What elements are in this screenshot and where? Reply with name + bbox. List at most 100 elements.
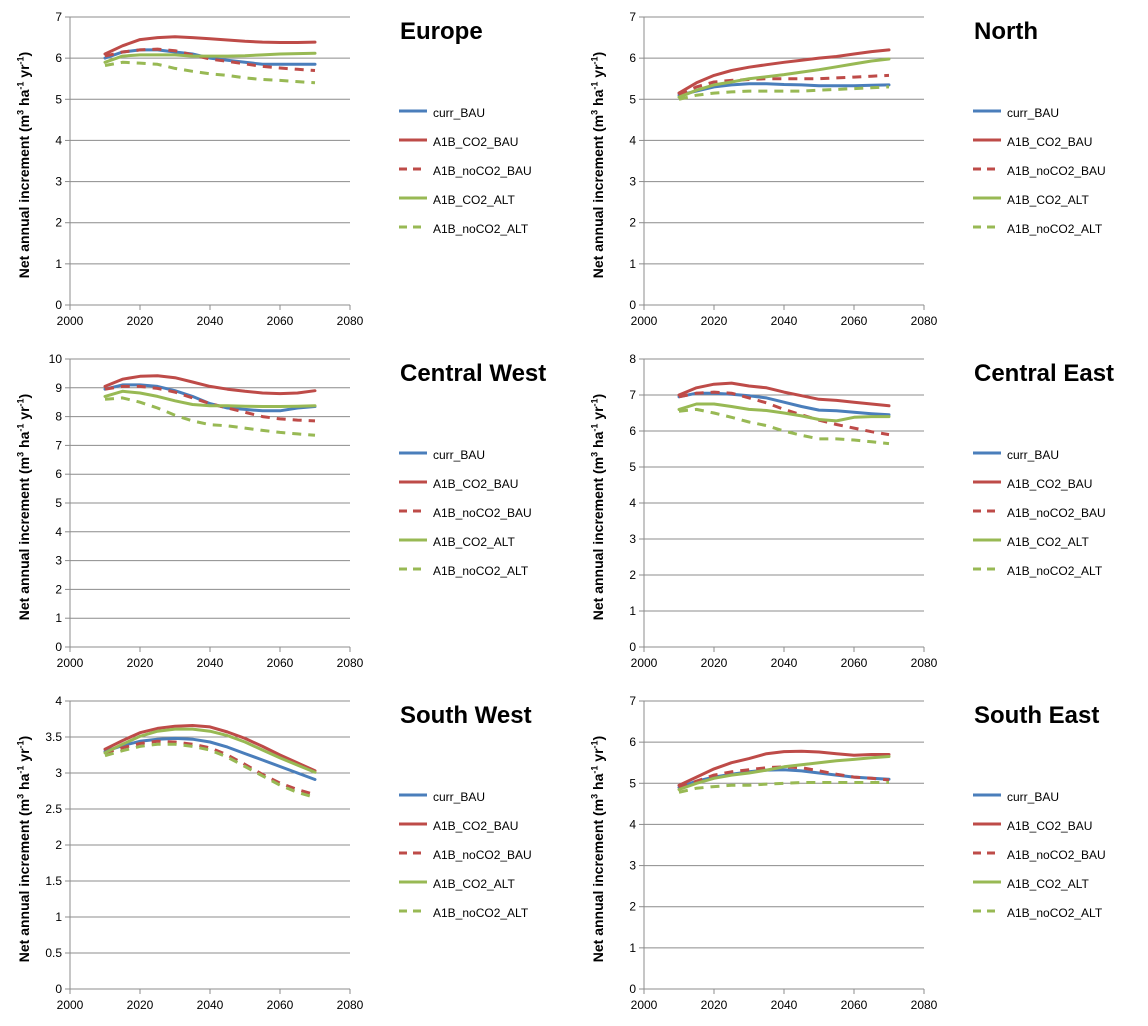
- y-tick-label: 1: [55, 257, 62, 271]
- legend-swatch: [973, 480, 1001, 484]
- y-tick-label: 5: [629, 776, 636, 790]
- legend-swatch: [973, 538, 1001, 542]
- series-line-A1B_noCO2_BAU: [104, 739, 316, 797]
- y-tick-label: 6: [629, 735, 636, 749]
- y-tick-label: 2: [55, 838, 62, 852]
- y-tick-label: 0: [55, 298, 62, 312]
- series-line-curr_BAU: [103, 736, 317, 781]
- legend-swatch: [973, 822, 1001, 826]
- chart-title: Central West: [400, 360, 547, 387]
- x-tick-label: 2080: [911, 314, 938, 328]
- legend-label: A1B_CO2_ALT: [1007, 535, 1089, 549]
- y-tick-label: 0: [629, 982, 636, 996]
- y-tick-label: 0: [55, 640, 62, 654]
- chart-title: South West: [400, 702, 532, 729]
- y-axis-label: Net annual increment (m3 ha-1 yr-1): [589, 51, 606, 279]
- chart-title: North: [974, 18, 1038, 45]
- legend-swatch: [973, 109, 1001, 113]
- legend-label: A1B_noCO2_ALT: [1007, 222, 1103, 236]
- series-line-curr_BAU: [677, 82, 891, 97]
- y-tick-label: 3: [55, 554, 62, 568]
- y-tick-label: 5: [629, 92, 636, 106]
- y-tick-label: 3: [629, 532, 636, 546]
- y-tick-label: 4: [55, 525, 62, 539]
- y-tick-label: 3: [55, 766, 62, 780]
- y-tick-label: 7: [629, 10, 636, 24]
- series-line-A1B_noCO2_ALT: [678, 407, 890, 446]
- series-line-A1B_CO2_BAU: [103, 374, 317, 396]
- legend-swatch: [399, 480, 427, 484]
- x-tick-label: 2000: [57, 656, 84, 670]
- legend-label: A1B_CO2_ALT: [1007, 193, 1089, 207]
- x-tick-label: 2020: [127, 998, 154, 1012]
- legend-swatch: [399, 167, 427, 171]
- y-axis-label: Net annual increment (m3 ha-1 yr-1): [589, 393, 606, 621]
- x-tick-label: 2020: [127, 314, 154, 328]
- legend-swatch: [973, 225, 1001, 229]
- x-tick-label: 2060: [841, 314, 868, 328]
- y-tick-label: 0: [629, 298, 636, 312]
- legend-swatch: [399, 196, 427, 200]
- legend-swatch: [973, 167, 1001, 171]
- series-line-A1B_noCO2_ALT: [678, 85, 890, 101]
- legend-label: A1B_CO2_ALT: [433, 193, 515, 207]
- legend-label: A1B_noCO2_ALT: [1007, 564, 1103, 578]
- legend-swatch: [399, 909, 427, 913]
- x-tick-label: 2000: [57, 998, 84, 1012]
- y-tick-label: 4: [55, 133, 62, 147]
- y-tick-label: 1: [55, 611, 62, 625]
- y-tick-label: 4: [629, 496, 636, 510]
- y-tick-label: 4: [55, 694, 62, 708]
- legend-swatch: [399, 451, 427, 455]
- chart-title: South East: [974, 702, 1100, 729]
- series-line-A1B_noCO2_BAU: [678, 390, 890, 437]
- legend-label: A1B_noCO2_ALT: [433, 222, 529, 236]
- legend-swatch: [399, 538, 427, 542]
- x-tick-label: 2060: [267, 314, 294, 328]
- y-tick-label: 3.5: [45, 730, 62, 744]
- legend-swatch: [973, 880, 1001, 884]
- legend-swatch: [399, 509, 427, 513]
- legend-label: A1B_CO2_BAU: [433, 135, 519, 149]
- y-tick-label: 7: [55, 438, 62, 452]
- legend-label: A1B_CO2_BAU: [433, 477, 519, 491]
- legend-swatch: [399, 880, 427, 884]
- y-axis-label: Net annual increment (m3 ha-1 yr-1): [15, 393, 32, 621]
- series-line-A1B_noCO2_BAU: [104, 384, 316, 423]
- series-line-A1B_CO2_ALT: [103, 727, 317, 774]
- legend-label: A1B_CO2_BAU: [433, 819, 519, 833]
- x-tick-label: 2040: [771, 656, 798, 670]
- legend-label: A1B_noCO2_BAU: [1007, 506, 1106, 520]
- chart-title: Central East: [974, 360, 1115, 387]
- chart-plot-central-east: 0 1 2 3 4 5 6 7 8 2000 2020 2040 2060 2080: [629, 352, 937, 670]
- series-line-A1B_CO2_BAU: [677, 381, 891, 408]
- legend-label: A1B_noCO2_BAU: [433, 506, 532, 520]
- x-tick-label: 2040: [771, 998, 798, 1012]
- y-tick-label: 9: [55, 381, 62, 395]
- x-tick-label: 2020: [701, 314, 728, 328]
- y-tick-label: 7: [55, 10, 62, 24]
- chart-plot-central-west: 0 1 2 3 4 5 6 7 8 9 10 2000 2020 2040 2060 2080: [49, 352, 364, 670]
- legend-label: A1B_noCO2_BAU: [433, 848, 532, 862]
- y-tick-label: 6: [55, 51, 62, 65]
- legend-swatch: [399, 793, 427, 797]
- y-tick-label: 7: [629, 388, 636, 402]
- legend-swatch: [399, 851, 427, 855]
- x-tick-label: 2040: [197, 314, 224, 328]
- legend-label: curr_BAU: [433, 448, 486, 462]
- legend-label: curr_BAU: [1007, 790, 1060, 804]
- legend-swatch: [399, 822, 427, 826]
- legend-label: A1B_CO2_ALT: [1007, 877, 1089, 891]
- legend-swatch: [973, 793, 1001, 797]
- y-tick-label: 10: [49, 352, 63, 366]
- y-axis-label: Net annual increment (m3 ha-1 yr-1): [15, 51, 32, 279]
- y-axis-label: Net annual increment (m3 ha-1 yr-1): [589, 735, 606, 963]
- y-tick-label: 1: [629, 941, 636, 955]
- y-tick-label: 3: [55, 175, 62, 189]
- legend-label: A1B_noCO2_BAU: [1007, 164, 1106, 178]
- y-tick-label: 3: [629, 859, 636, 873]
- legend-swatch: [973, 138, 1001, 142]
- x-tick-label: 2080: [337, 998, 364, 1012]
- legend-label: A1B_CO2_ALT: [433, 877, 515, 891]
